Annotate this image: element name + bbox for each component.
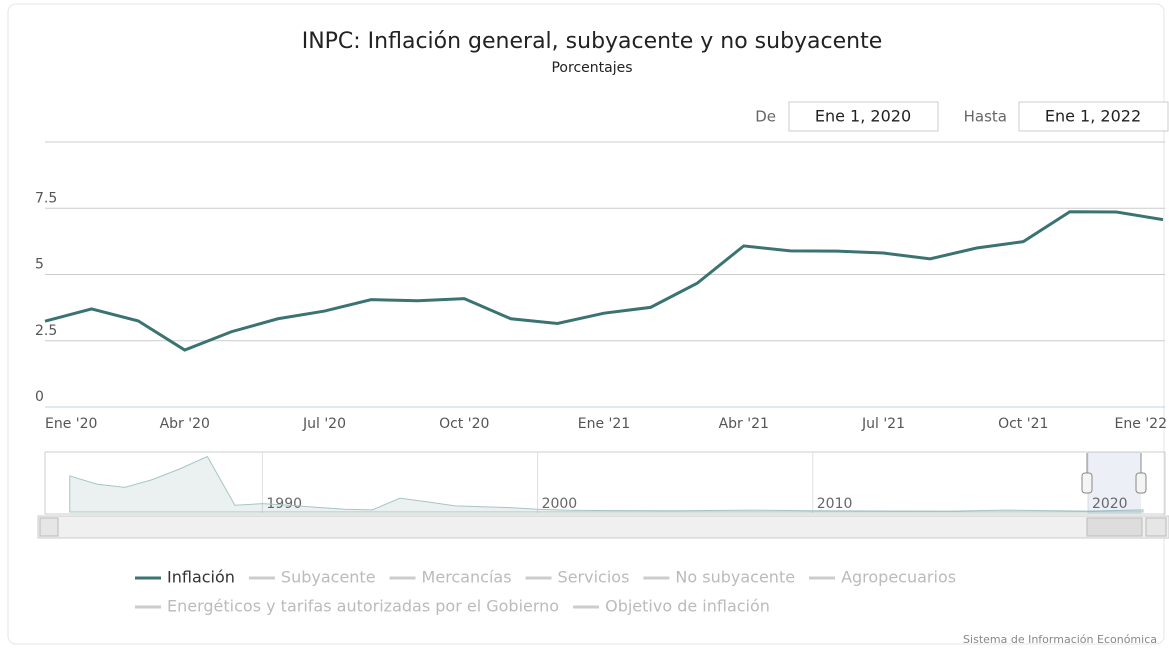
- legend-label[interactable]: No subyacente: [675, 568, 795, 587]
- scroll-left[interactable]: [39, 517, 59, 537]
- to-label: Hasta: [964, 108, 1007, 126]
- x-tick-label: Ene '22: [1115, 416, 1167, 432]
- navigator-area: [69, 455, 1144, 513]
- navigator-label: 1990: [266, 496, 302, 512]
- to-input[interactable]: [1018, 101, 1169, 132]
- scroll-thumb[interactable]: [1086, 517, 1143, 537]
- x-tick-label: Jul '20: [302, 416, 346, 432]
- y-tick-label: 0: [35, 389, 44, 405]
- line: [44, 210, 1164, 352]
- y-tick-label: 2.5: [35, 323, 57, 339]
- x-tick-label: Oct '20: [439, 416, 489, 432]
- x-tick-label: Abr '21: [719, 416, 769, 432]
- navigator-label: 2010: [817, 496, 853, 512]
- frame: [7, 3, 1165, 645]
- navigator-label: 2020: [1092, 496, 1128, 512]
- to-value[interactable]: Ene 1, 2022: [1045, 107, 1141, 126]
- legend-label[interactable]: Objetivo de inflación: [605, 597, 770, 616]
- legend-label[interactable]: Subyacente: [281, 568, 376, 587]
- legend-label[interactable]: Mercancías: [422, 568, 512, 587]
- y-tick-label: 5: [35, 257, 44, 273]
- navigator-frame: [44, 451, 1166, 515]
- legend-label[interactable]: Energéticos y tarifas autorizadas por el…: [167, 597, 559, 616]
- chart-subtitle: Porcentajes: [551, 60, 632, 76]
- from-input[interactable]: [788, 101, 939, 132]
- x-tick-label: Ene '20: [45, 416, 97, 432]
- x-tick-label: Jul '21: [861, 416, 905, 432]
- scroll-right[interactable]: [1145, 517, 1167, 537]
- credits: Sistema de Información Económica: [963, 633, 1157, 646]
- legend-label[interactable]: Inflación: [167, 568, 235, 587]
- x-tick-label: Ene '21: [578, 416, 630, 432]
- navigator-label: 2000: [542, 496, 578, 512]
- navigator-handle[interactable]: [1135, 472, 1147, 494]
- navigator-mask: [1088, 452, 1141, 514]
- scrollbar[interactable]: [37, 515, 1169, 539]
- from-value[interactable]: Ene 1, 2020: [815, 107, 911, 126]
- legend-label[interactable]: Agropecuarios: [841, 568, 956, 587]
- legend-label[interactable]: Servicios: [558, 568, 630, 587]
- from-label: De: [755, 108, 776, 126]
- chart-title: INPC: Inflación general, subyacente y no…: [302, 29, 883, 54]
- y-tick-label: 7.5: [35, 190, 57, 206]
- navigator-handle[interactable]: [1081, 472, 1093, 494]
- x-tick-label: Abr '20: [160, 416, 210, 432]
- x-tick-label: Oct '21: [998, 416, 1048, 432]
